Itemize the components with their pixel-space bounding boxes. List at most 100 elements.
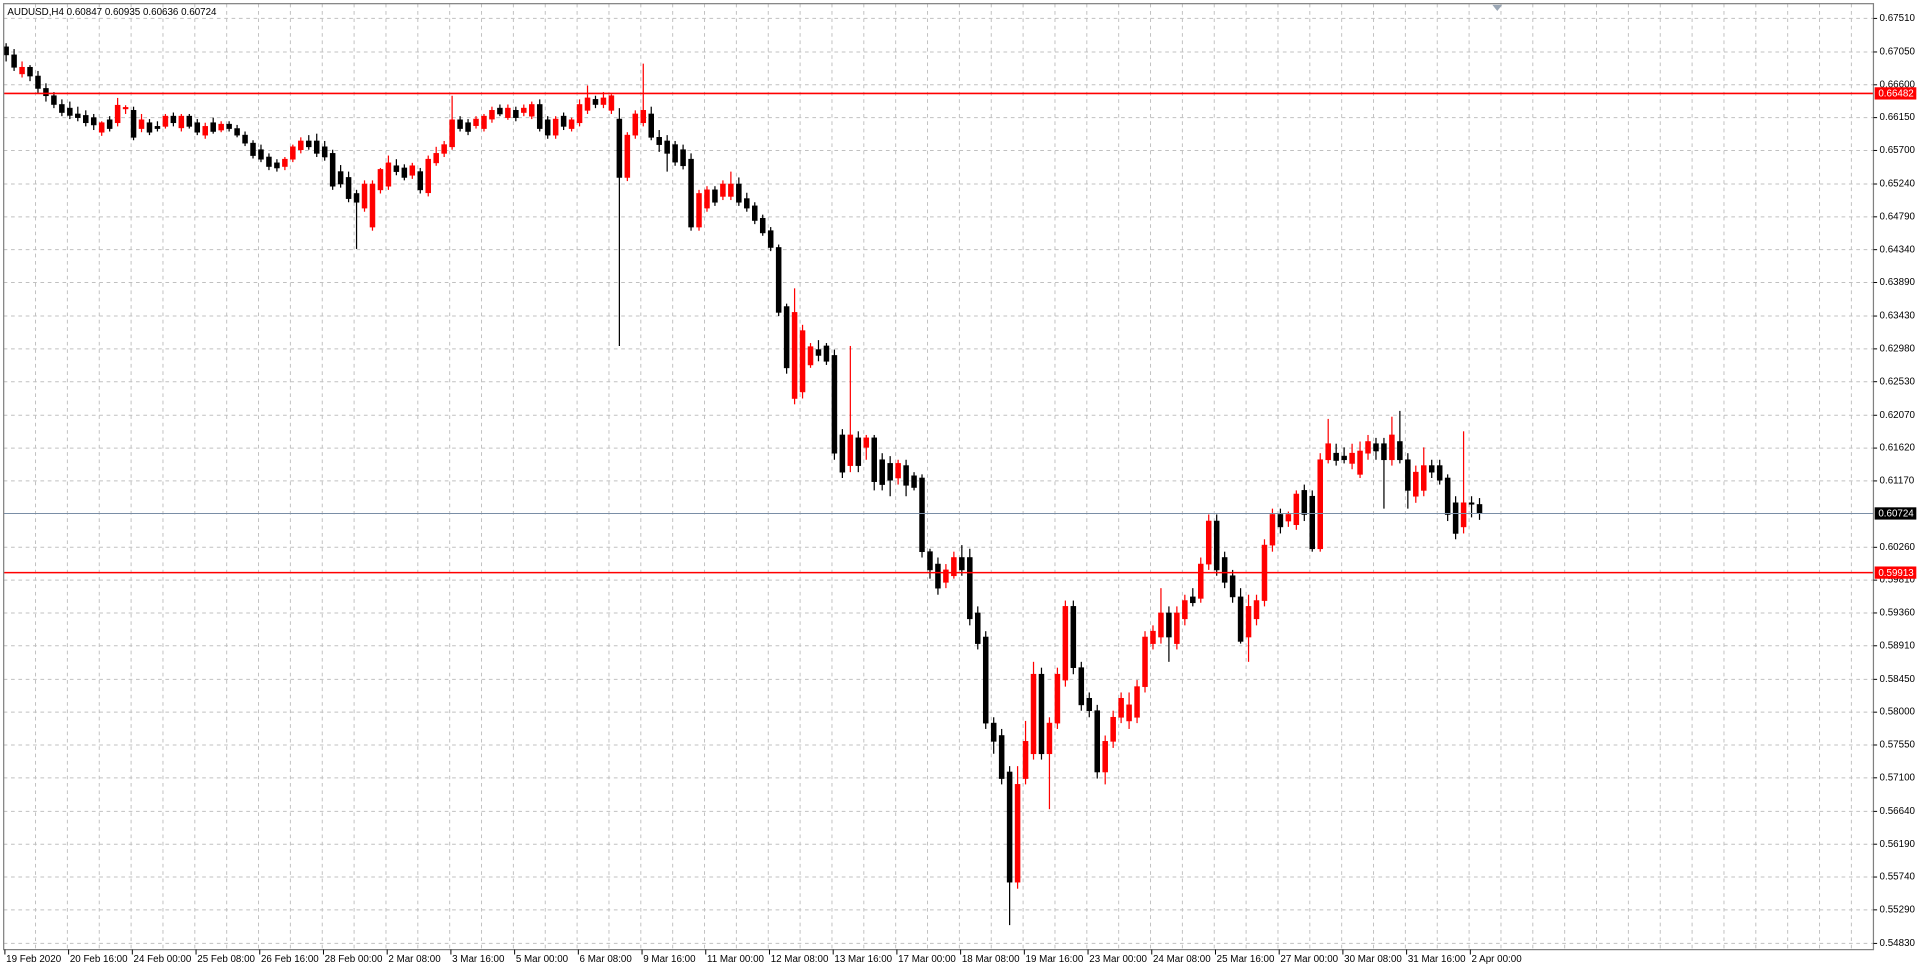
candle-body xyxy=(290,146,296,160)
candle-body xyxy=(927,551,933,571)
candle-body xyxy=(592,99,599,105)
candle-body xyxy=(584,97,591,111)
candle-body xyxy=(951,557,957,577)
candle-body xyxy=(1126,704,1132,722)
y-tick-label: 0.55290 xyxy=(1880,904,1916,915)
y-tick-label: 0.65240 xyxy=(1880,179,1916,190)
candle-body xyxy=(943,569,949,583)
shift-marker xyxy=(1492,4,1503,12)
y-tick-label: 0.55740 xyxy=(1880,872,1916,883)
candle-body xyxy=(345,177,352,199)
candle-body xyxy=(831,355,838,454)
candle-body xyxy=(194,122,201,133)
candle-body xyxy=(911,475,917,488)
candle-body xyxy=(513,110,519,118)
price-level-box xyxy=(1874,87,1917,100)
x-tick-label: 26 Feb 16:00 xyxy=(261,954,319,965)
candle-body xyxy=(1046,722,1053,755)
candle-body xyxy=(321,146,328,158)
candle-body xyxy=(1253,600,1260,620)
candle-body xyxy=(417,171,424,191)
candle-body xyxy=(425,158,431,194)
candle-body xyxy=(497,107,503,115)
candle-body xyxy=(361,183,368,209)
candle-body xyxy=(114,104,121,124)
candle-body xyxy=(998,735,1005,779)
candle-body xyxy=(1373,443,1379,452)
candle-body xyxy=(1460,502,1467,528)
candle-body xyxy=(807,346,814,366)
x-tick-label: 19 Feb 2020 xyxy=(6,954,62,965)
candle-body xyxy=(353,193,360,203)
candle-body xyxy=(306,140,312,148)
candle-body xyxy=(138,119,145,129)
candle-body xyxy=(98,122,105,133)
candle-body xyxy=(234,128,240,136)
candle-body xyxy=(329,153,336,187)
price-level-label: 0.66482 xyxy=(1878,89,1913,100)
candle-body xyxy=(736,183,742,203)
candle-body xyxy=(1349,452,1355,464)
candle-body xyxy=(1086,698,1093,712)
candle-body xyxy=(959,557,965,571)
candle-body xyxy=(1365,441,1371,454)
x-tick-label: 3 Mar 16:00 xyxy=(452,954,505,965)
y-tick-label: 0.59810 xyxy=(1880,575,1916,586)
candle-body xyxy=(720,183,726,197)
candle-body xyxy=(728,183,734,197)
candle-body xyxy=(1397,441,1403,461)
candle-body xyxy=(1198,563,1204,599)
candle-body xyxy=(847,434,854,466)
candle-body xyxy=(154,126,161,129)
price-level-box xyxy=(1874,507,1917,520)
candle-body xyxy=(552,118,559,136)
candle-body xyxy=(1405,459,1411,491)
x-tick-label: 31 Mar 16:00 xyxy=(1408,954,1466,965)
candle-body xyxy=(990,722,997,742)
y-tick-label: 0.58000 xyxy=(1880,707,1916,718)
candle-body xyxy=(59,104,65,113)
candle-body xyxy=(1102,741,1108,773)
candle-body xyxy=(632,113,639,136)
x-tick-label: 13 Mar 16:00 xyxy=(834,954,892,965)
candle-body xyxy=(521,107,527,113)
y-tick-label: 0.61170 xyxy=(1880,476,1915,487)
candle-body xyxy=(1269,514,1276,546)
candle-body xyxy=(19,66,25,75)
candle-body xyxy=(1182,600,1188,620)
candle-body xyxy=(1245,606,1252,638)
candle-body xyxy=(1134,686,1140,718)
candle-body xyxy=(282,158,288,167)
candle-body xyxy=(648,113,654,138)
price-level-box xyxy=(1874,566,1917,579)
candle-body xyxy=(672,144,678,163)
candle-body xyxy=(441,144,447,154)
candle-body xyxy=(624,134,631,178)
candle-body xyxy=(377,169,384,191)
y-tick-label: 0.64790 xyxy=(1880,211,1916,222)
candle-body xyxy=(266,156,272,167)
candle-body xyxy=(696,193,702,228)
y-tick-label: 0.59360 xyxy=(1880,608,1916,619)
candle-body xyxy=(83,115,89,124)
candle-body xyxy=(1381,443,1387,461)
candle-body xyxy=(656,137,662,145)
candle-body xyxy=(576,104,583,124)
candle-body xyxy=(1110,716,1116,742)
candle-body xyxy=(1237,596,1244,642)
y-tick-label: 0.60260 xyxy=(1880,542,1916,553)
y-tick-label: 0.66600 xyxy=(1880,79,1916,90)
y-tick-label: 0.64340 xyxy=(1880,244,1916,255)
candle-body xyxy=(775,247,782,313)
candle-body xyxy=(1094,710,1100,773)
candle-body xyxy=(855,437,862,466)
candle-body xyxy=(1357,450,1363,475)
grid xyxy=(3,3,1874,950)
x-tick-label: 18 Mar 08:00 xyxy=(962,954,1020,965)
candle-body xyxy=(1476,504,1483,514)
candle-body xyxy=(90,117,97,126)
candle-body xyxy=(783,306,790,369)
plot-border xyxy=(3,3,1875,951)
candle-body xyxy=(1213,520,1220,571)
candle-body xyxy=(839,434,846,473)
